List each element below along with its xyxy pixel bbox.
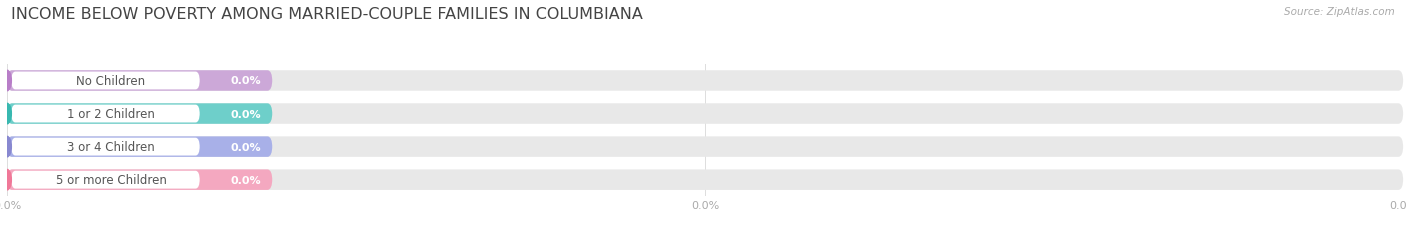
Circle shape: [3, 170, 11, 190]
FancyBboxPatch shape: [7, 71, 273, 91]
Text: 0.0%: 0.0%: [231, 76, 262, 86]
Text: 5 or more Children: 5 or more Children: [56, 173, 166, 186]
FancyBboxPatch shape: [7, 170, 273, 190]
Circle shape: [3, 104, 11, 124]
FancyBboxPatch shape: [7, 104, 273, 124]
FancyBboxPatch shape: [7, 71, 1403, 91]
Text: INCOME BELOW POVERTY AMONG MARRIED-COUPLE FAMILIES IN COLUMBIANA: INCOME BELOW POVERTY AMONG MARRIED-COUPL…: [11, 7, 643, 22]
Text: No Children: No Children: [76, 75, 146, 88]
Text: Source: ZipAtlas.com: Source: ZipAtlas.com: [1284, 7, 1395, 17]
Text: 0.0%: 0.0%: [231, 142, 262, 152]
Text: 0.0%: 0.0%: [231, 175, 262, 185]
Text: 1 or 2 Children: 1 or 2 Children: [67, 108, 155, 121]
Text: 0.0%: 0.0%: [231, 109, 262, 119]
FancyBboxPatch shape: [7, 170, 1403, 190]
Circle shape: [3, 137, 11, 157]
FancyBboxPatch shape: [11, 105, 200, 123]
FancyBboxPatch shape: [7, 137, 273, 157]
FancyBboxPatch shape: [7, 104, 1403, 124]
FancyBboxPatch shape: [7, 137, 1403, 157]
FancyBboxPatch shape: [11, 171, 200, 189]
FancyBboxPatch shape: [11, 138, 200, 156]
FancyBboxPatch shape: [11, 72, 200, 90]
Circle shape: [3, 71, 11, 91]
Text: 3 or 4 Children: 3 or 4 Children: [67, 140, 155, 153]
